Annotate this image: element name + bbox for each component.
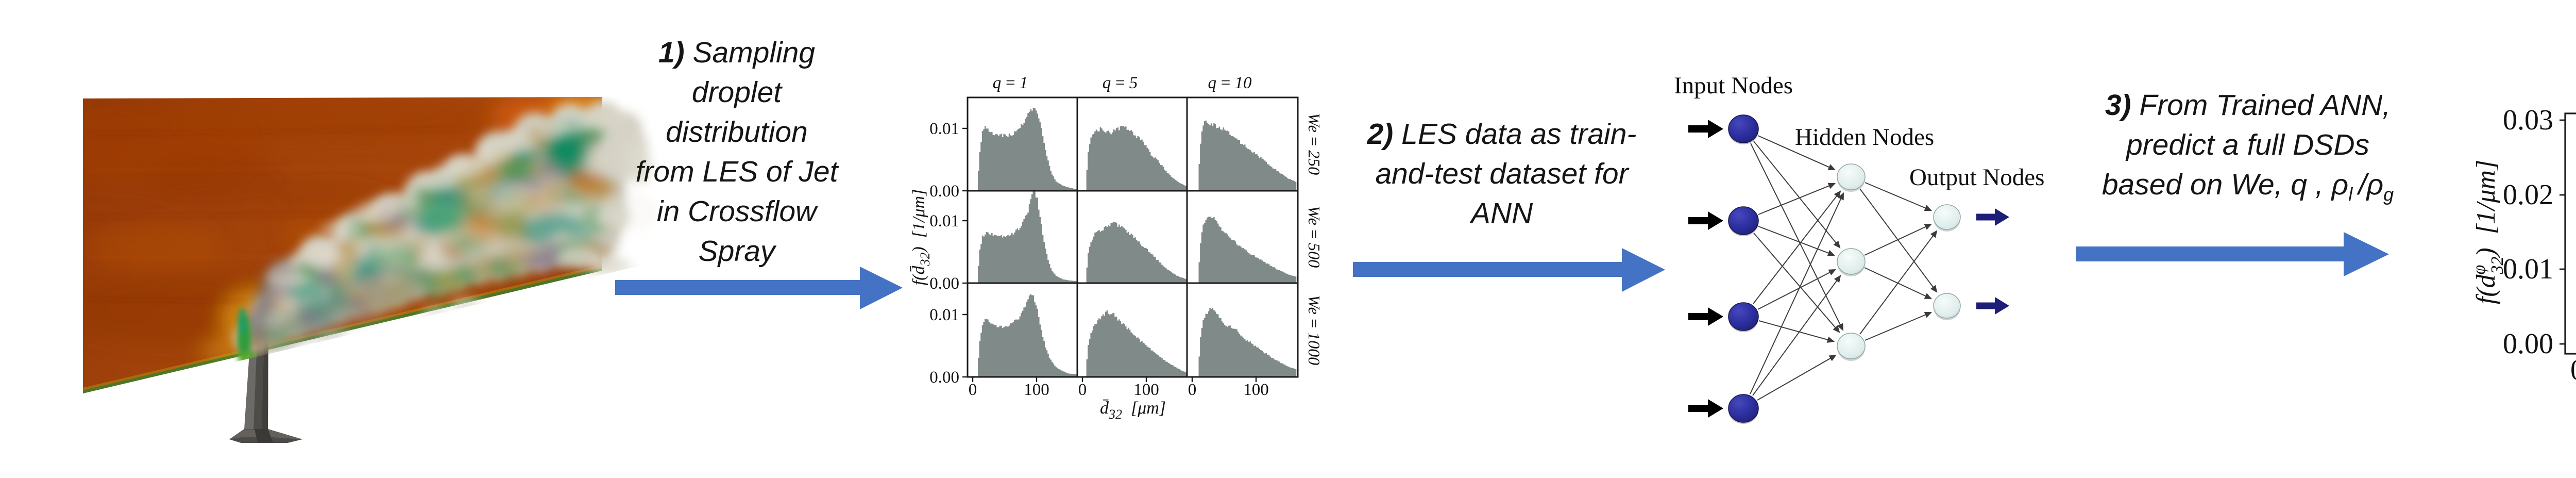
svg-text:Hidden Nodes: Hidden Nodes	[1795, 124, 1934, 151]
svg-text:Input Nodes: Input Nodes	[1674, 72, 1793, 99]
svg-text:q = 10: q = 10	[1208, 74, 1252, 92]
svg-text:0.00: 0.00	[929, 368, 959, 387]
svg-text:We = 1000: We = 1000	[1305, 295, 1324, 365]
svg-text:0: 0	[1188, 381, 1197, 399]
svg-text:We = 250: We = 250	[1305, 113, 1324, 175]
svg-text:q = 1: q = 1	[993, 74, 1028, 92]
svg-text:0.00: 0.00	[929, 274, 959, 293]
svg-text:0.00: 0.00	[2503, 328, 2553, 360]
svg-text:0.01: 0.01	[929, 306, 959, 324]
svg-text:f(dφ32) [1/μm]: f(dφ32) [1/μm]	[2470, 160, 2507, 304]
svg-text:0.01: 0.01	[929, 120, 959, 138]
svg-text:0: 0	[2570, 354, 2576, 386]
svg-text:Output Nodes: Output Nodes	[1909, 164, 2044, 191]
svg-text:0.01: 0.01	[929, 212, 959, 230]
svg-text:100: 100	[1024, 381, 1049, 399]
svg-text:0: 0	[969, 381, 977, 399]
svg-text:q = 5: q = 5	[1103, 74, 1138, 92]
svg-text:0.01: 0.01	[2503, 253, 2553, 285]
svg-text:100: 100	[1133, 381, 1159, 399]
svg-text:0.03: 0.03	[2503, 104, 2553, 136]
svg-text:0.00: 0.00	[929, 182, 959, 201]
svg-text:0.02: 0.02	[2503, 179, 2553, 211]
svg-text:0: 0	[1078, 381, 1087, 399]
svg-text:100: 100	[1243, 381, 1269, 399]
svg-text:We = 500: We = 500	[1305, 206, 1324, 268]
